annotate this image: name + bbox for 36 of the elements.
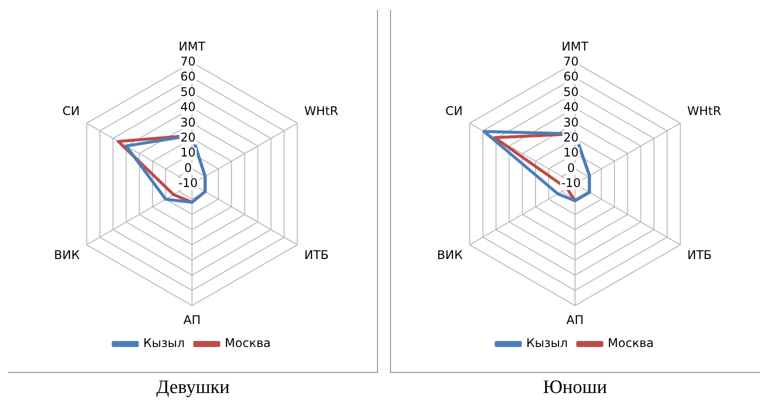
y-tick-label: 20: [180, 130, 196, 145]
y-tick-label: 70: [563, 54, 579, 69]
y-tick-label: 0: [184, 160, 192, 175]
y-tick-label: -10: [561, 176, 581, 190]
y-tick-label: 40: [180, 100, 196, 114]
spoke-label: ИМТ: [562, 39, 589, 54]
legend-label: Кызыл: [526, 336, 568, 350]
y-tick-label: 50: [180, 84, 196, 99]
spoke-label: WHtR: [304, 104, 338, 118]
spoke-label: СИ: [445, 104, 463, 118]
y-tick-label: 50: [563, 84, 579, 99]
spoke-label: ИТБ: [304, 248, 329, 262]
legend-label: Москва: [224, 336, 271, 350]
y-tick-label: 60: [563, 70, 579, 84]
text: Девушки: [155, 377, 231, 399]
spoke-label: АП: [566, 312, 584, 327]
spoke-label: ВИК: [437, 248, 464, 262]
spoke-label: АП: [183, 312, 201, 327]
y-tick-label: 20: [563, 130, 579, 145]
y-tick-label: 60: [180, 70, 196, 84]
y-tick-label: 0: [567, 160, 575, 175]
y-tick-label: 10: [180, 146, 196, 160]
text: Юноши: [542, 377, 608, 399]
spoke-label: ИМТ: [178, 39, 206, 54]
spoke-label: WHtR: [687, 104, 722, 118]
y-tick-label: 10: [563, 146, 579, 160]
y-tick-label: 70: [180, 54, 196, 69]
legend-label: Москва: [608, 336, 654, 350]
legend-label: Кызыл: [143, 336, 185, 350]
spoke-label: ВИК: [54, 248, 80, 262]
y-tick-label: 30: [563, 115, 579, 130]
spoke-label: ИТБ: [687, 248, 712, 262]
spoke-label: СИ: [62, 104, 80, 118]
y-tick-label: -10: [178, 176, 198, 190]
y-tick-label: 40: [563, 100, 579, 114]
y-tick-label: 30: [180, 115, 196, 130]
